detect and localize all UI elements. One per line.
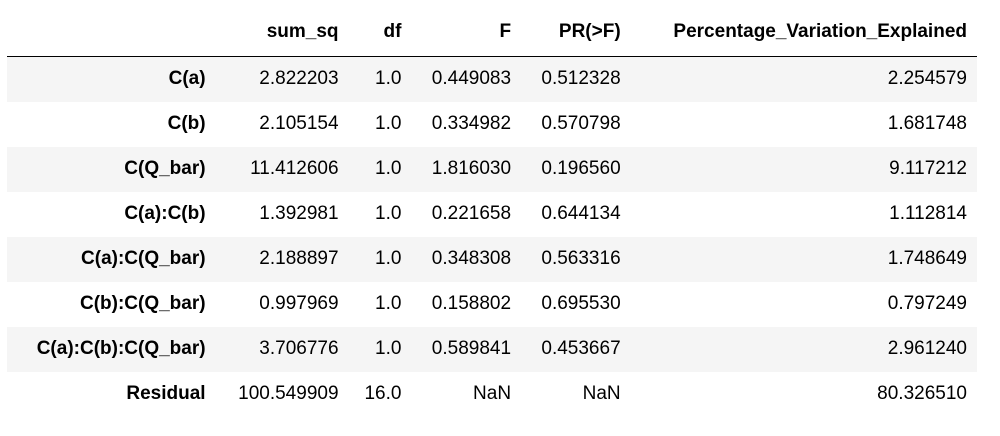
column-header-f: F — [411, 8, 522, 57]
cell-df: 1.0 — [375, 338, 402, 359]
table-row: Residual 100.549909 16.0 NaN NaN 80.3265… — [7, 372, 977, 417]
cell-pr-f: 0.563316 — [541, 248, 621, 269]
cell-pr-f: 0.512328 — [541, 68, 621, 90]
cell-sum-sq: 1.392981 — [259, 203, 339, 224]
cell-pr-f: 0.453667 — [541, 338, 621, 359]
table-header: sum_sq df F PR(>F) Percentage_Variation_… — [7, 8, 977, 57]
cell-sum-sq: 11.412606 — [250, 158, 339, 179]
cell-pr-f: NaN — [582, 383, 621, 404]
table-row: C(a):C(b) 1.392981 1.0 0.221658 0.644134… — [7, 192, 977, 237]
cell-percentage-variation: 1.112814 — [889, 203, 967, 224]
cell-percentage-variation: 1.681748 — [887, 113, 967, 134]
row-label: C(a):C(Q_bar) — [81, 248, 206, 269]
row-label: Residual — [126, 383, 206, 404]
cell-df: 1.0 — [375, 293, 402, 314]
table-row: C(b):C(Q_bar) 0.997969 1.0 0.158802 0.69… — [7, 282, 977, 327]
column-header-pr-f: PR(>F) — [521, 8, 631, 57]
cell-pr-f: 0.644134 — [541, 203, 621, 224]
table-row: C(a):C(Q_bar) 2.188897 1.0 0.348308 0.56… — [7, 236, 977, 282]
header-corner — [7, 8, 216, 57]
row-label: C(a) — [168, 68, 206, 90]
table-row: C(Q_bar) 11.412606 1.0 1.816030 0.196560… — [7, 146, 977, 192]
cell-pr-f: 0.196560 — [541, 158, 621, 179]
cell-f: NaN — [473, 383, 512, 404]
table-row: C(a) 2.822203 1.0 0.449083 0.512328 2.25… — [7, 56, 977, 102]
cell-df: 1.0 — [375, 158, 402, 179]
anova-table: sum_sq df F PR(>F) Percentage_Variation_… — [7, 8, 977, 417]
cell-f: 0.221658 — [431, 203, 512, 224]
column-header-sum-sq: sum_sq — [215, 8, 349, 57]
cell-f: 0.348308 — [431, 248, 512, 269]
cell-sum-sq: 2.822203 — [259, 68, 339, 90]
cell-sum-sq: 3.706776 — [259, 338, 339, 359]
header-row: sum_sq df F PR(>F) Percentage_Variation_… — [7, 8, 977, 57]
row-label: C(a):C(b) — [124, 203, 206, 224]
column-header-percentage-variation-explained: Percentage_Variation_Explained — [630, 8, 977, 57]
row-label: C(Q_bar) — [124, 158, 206, 179]
table-row: C(a):C(b):C(Q_bar) 3.706776 1.0 0.589841… — [7, 326, 977, 372]
cell-df: 1.0 — [375, 203, 402, 224]
table-body: C(a) 2.822203 1.0 0.449083 0.512328 2.25… — [7, 56, 977, 417]
cell-pr-f: 0.695530 — [541, 293, 621, 314]
cell-percentage-variation: 1.748649 — [887, 248, 967, 269]
row-label: C(a):C(b):C(Q_bar) — [36, 338, 206, 359]
cell-sum-sq: 2.188897 — [259, 248, 339, 269]
cell-sum-sq: 2.105154 — [259, 113, 339, 134]
cell-f: 0.334982 — [431, 113, 512, 134]
table-row: C(b) 2.105154 1.0 0.334982 0.570798 1.68… — [7, 102, 977, 147]
cell-sum-sq: 100.549909 — [238, 383, 339, 404]
cell-f: 0.449083 — [431, 68, 512, 90]
column-header-df: df — [348, 8, 412, 57]
cell-f: 0.589841 — [431, 338, 512, 359]
cell-percentage-variation: 2.254579 — [887, 68, 967, 90]
cell-df: 1.0 — [375, 113, 402, 134]
cell-percentage-variation: 80.326510 — [877, 383, 967, 404]
cell-pr-f: 0.570798 — [541, 113, 621, 134]
cell-percentage-variation: 2.961240 — [887, 338, 967, 359]
cell-percentage-variation: 0.797249 — [887, 293, 967, 314]
row-label: C(b):C(Q_bar) — [79, 293, 206, 314]
cell-df: 1.0 — [375, 68, 402, 90]
cell-df: 16.0 — [364, 383, 402, 404]
cell-f: 1.816030 — [431, 158, 512, 179]
row-label: C(b) — [167, 113, 206, 134]
cell-df: 1.0 — [375, 248, 402, 269]
cell-sum-sq: 0.997969 — [259, 293, 339, 314]
cell-percentage-variation: 9.117212 — [889, 158, 967, 179]
cell-f: 0.158802 — [431, 293, 512, 314]
